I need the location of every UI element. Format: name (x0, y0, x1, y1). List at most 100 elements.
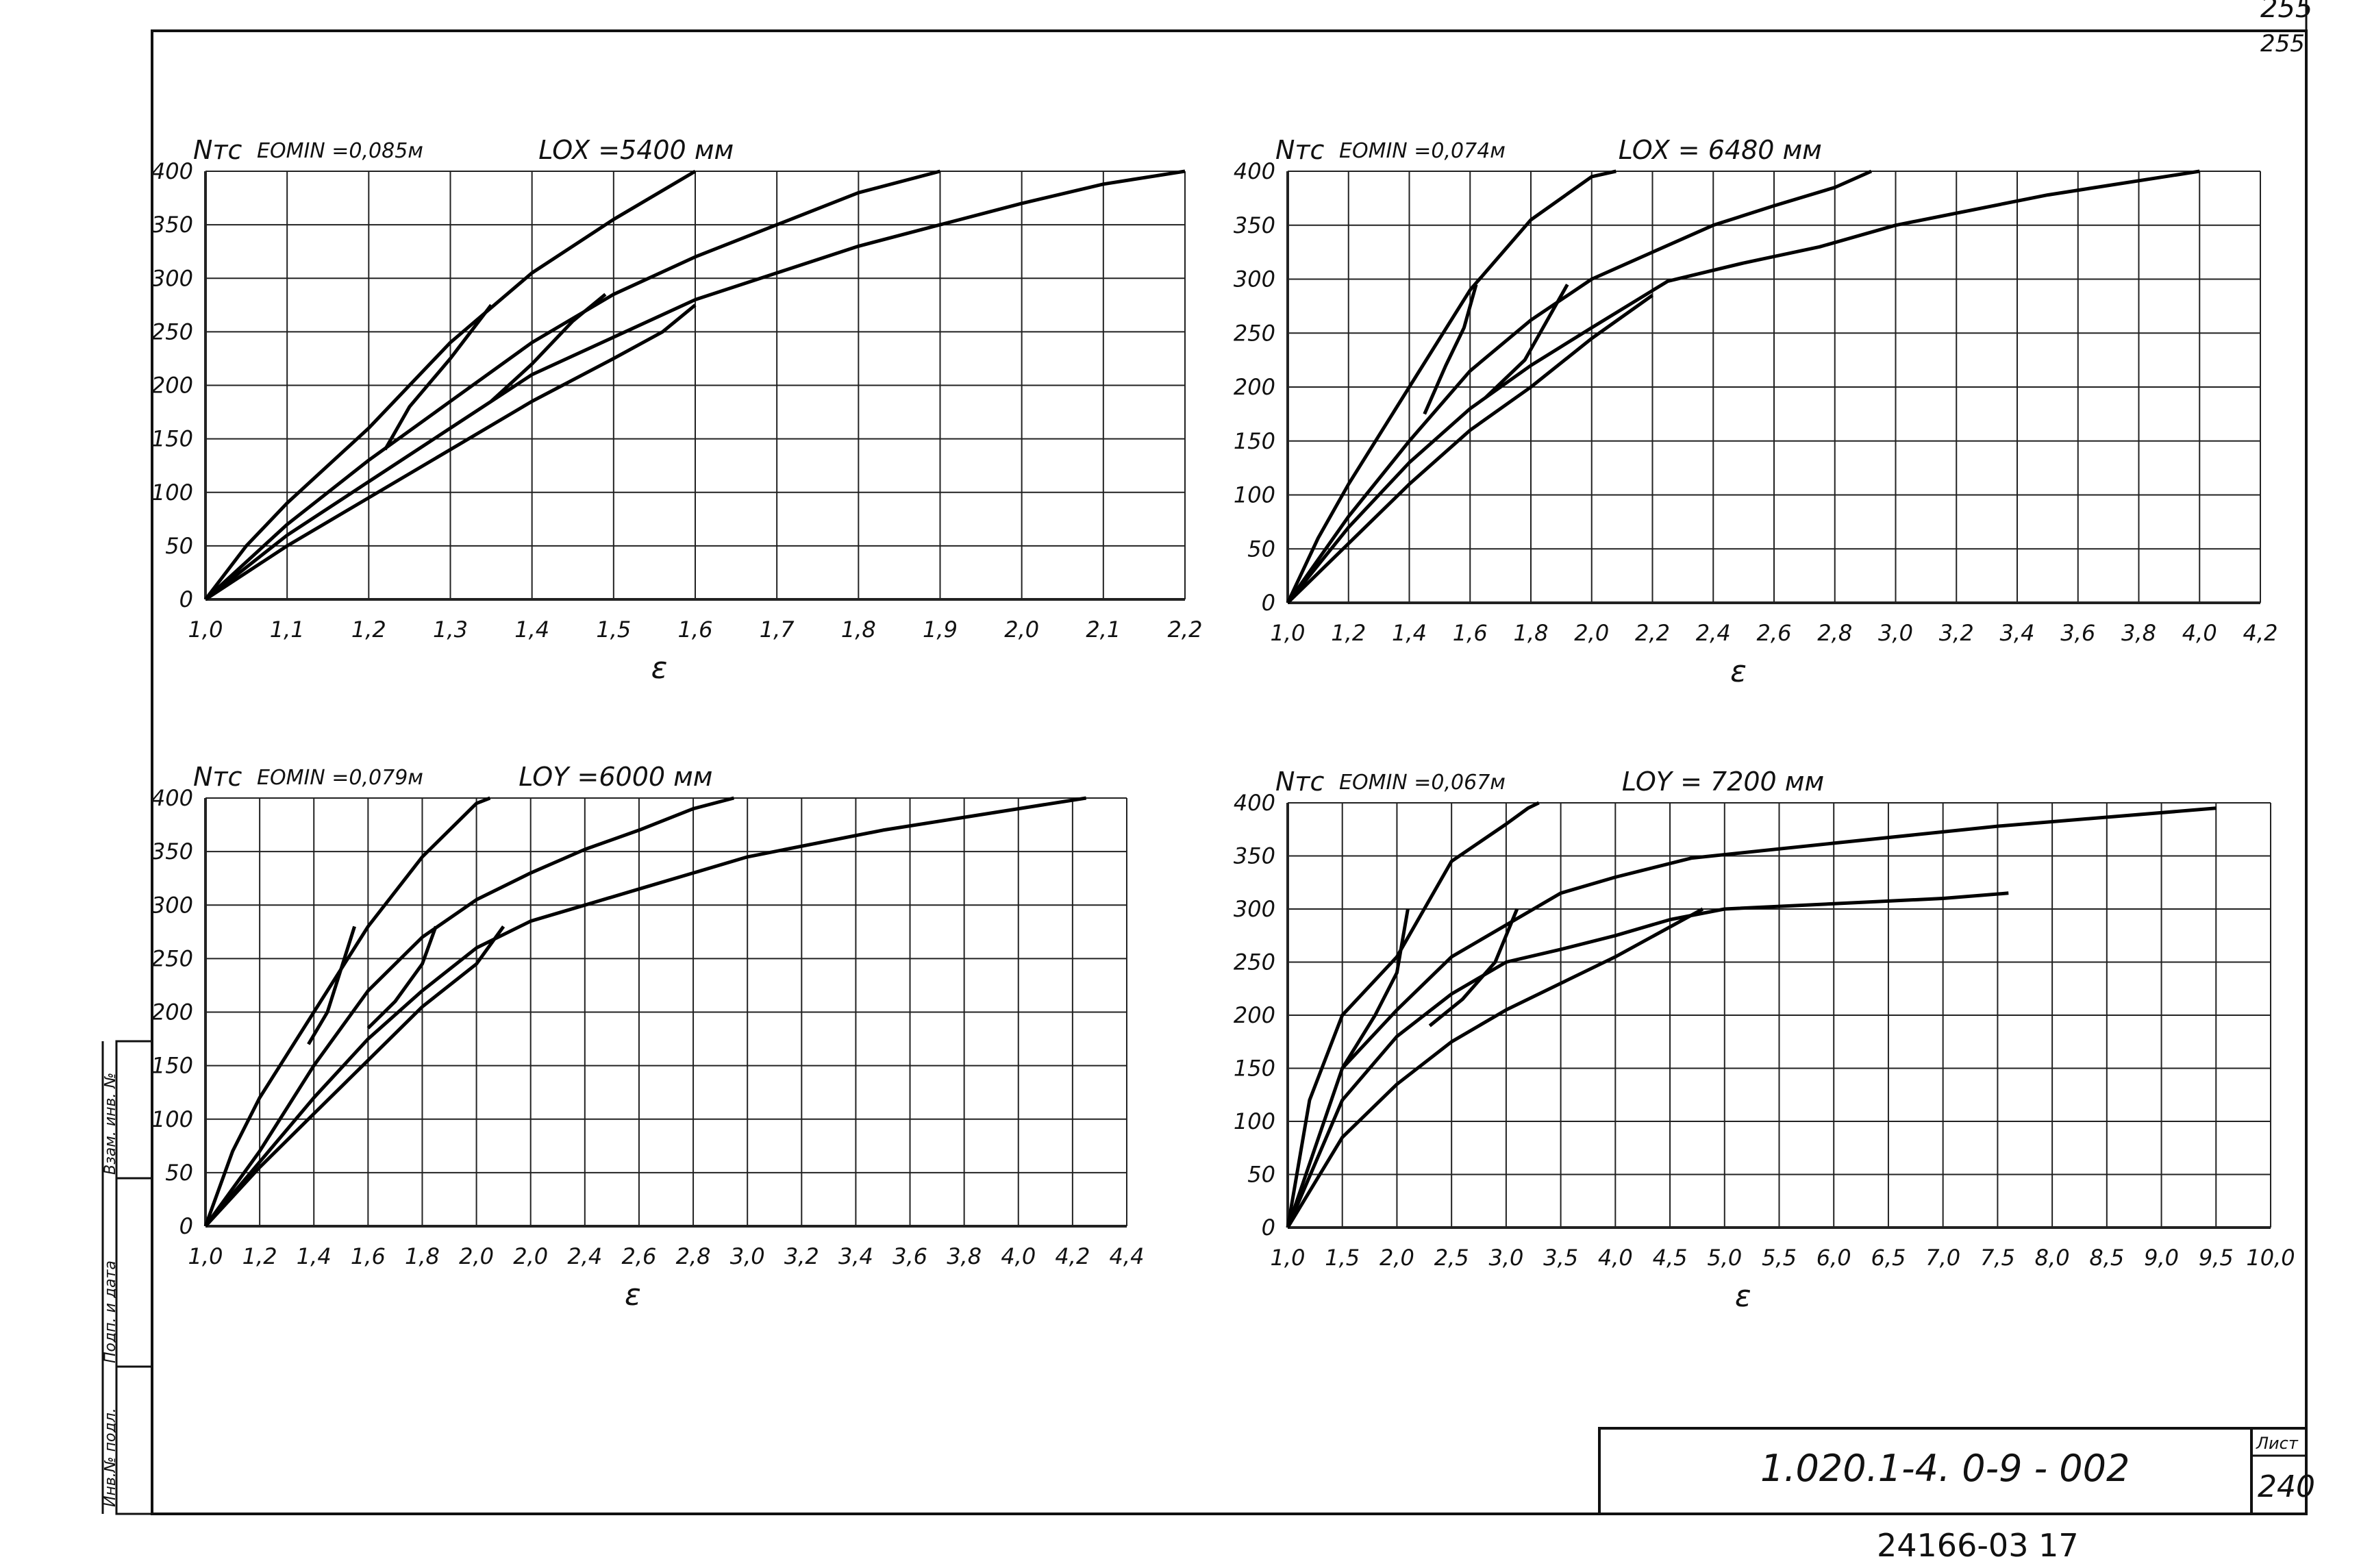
title-block-frame (1598, 1427, 2308, 1515)
sheet-frame (151, 29, 2308, 1515)
x-tick-label: 9,5 (2199, 1245, 2234, 1271)
x-tick-label: 2,6 (1757, 620, 1792, 646)
y-tick-label: 300 (1234, 896, 1275, 922)
y-tick-label: 250 (1234, 949, 1275, 975)
x-tick-label: 1,6 (351, 1243, 386, 1269)
x-tick-label: 3,4 (838, 1243, 873, 1269)
x-tick-label: 4,2 (2243, 620, 2278, 646)
y-tick-label: 100 (151, 480, 193, 506)
y-tick-label: 350 (151, 838, 193, 864)
x-tick-label: 2,0 (1004, 617, 1039, 643)
x-tick-label: 2,0 (459, 1243, 494, 1269)
x-tick-label: 4,0 (1001, 1243, 1036, 1269)
x-tick-label: 1,8 (405, 1243, 440, 1269)
y-tick-label: 300 (1234, 266, 1275, 293)
x-tick-label: 3,8 (2121, 620, 2156, 646)
y-tick-label: 400 (1234, 790, 1275, 816)
x-tick-label: 8,0 (2035, 1245, 2070, 1271)
chart-3: 1,0 1,2 1,4 1,6 1,8 2,0 2,0 2,4 2,6 2,8 3,0 3,2 3,4 3… (151, 762, 1145, 1312)
chart-annotation-eomin: EOMIN =0,074м (1339, 139, 1506, 163)
x-tick-label: 4,0 (1598, 1245, 1633, 1271)
x-tick-label: 3,8 (947, 1243, 982, 1269)
series-line (204, 169, 1186, 601)
y-tick-label: 200 (1234, 1002, 1275, 1028)
series-line (384, 303, 493, 451)
x-axis-label: ε (1735, 1279, 1751, 1314)
x-tick-label: 3,2 (1939, 620, 1974, 646)
y-tick-label: 0 (179, 586, 193, 612)
x-tick-label: 1,0 (1271, 1245, 1306, 1271)
title-block: Лист 240 1.020.1-4. 0-9 - 002 (1598, 1427, 2315, 1515)
x-tick-label: 1,0 (188, 1243, 223, 1269)
x-tick-label: 1,3 (433, 617, 468, 643)
x-tick-label: 8,5 (2089, 1245, 2124, 1271)
chart-annotation-eomin: EOMIN =0,067м (1339, 771, 1506, 795)
charts-layer: 1,0 1,1 1,2 1,3 1,4 1,5 1,6 1,7 1,8 1,9 2,0 2,1 2,2 0… (151, 135, 2295, 1314)
y-tick-label: 250 (151, 945, 193, 971)
x-tick-label: 1,0 (188, 617, 223, 643)
x-tick-label: 1,8 (841, 617, 876, 643)
x-tick-label: 7,0 (1925, 1245, 1960, 1271)
x-tick-label: 6,5 (1871, 1245, 1906, 1271)
series-line (1286, 891, 2009, 1228)
side-stamp: Инв.№ подл. Подп. и дата Взам. инв. № (101, 1040, 153, 1515)
y-axis-label: Nтс (1275, 767, 1325, 797)
chart-1: 1,0 1,1 1,2 1,3 1,4 1,5 1,6 1,7 1,8 1,9 2,0 2,1 2,2 0… (151, 135, 1203, 686)
x-tick-label: 2,1 (1086, 617, 1121, 643)
series-line (204, 925, 505, 1228)
x-tick-label: 4,5 (1653, 1245, 1688, 1271)
y-tick-label: 350 (1234, 843, 1275, 869)
corner-top-mark: 255 (2260, 0, 2312, 24)
y-tick-label: 150 (1234, 1056, 1275, 1082)
y-tick-label: 50 (1247, 1162, 1275, 1188)
x-tick-label: 3,4 (2000, 620, 2035, 646)
corner-sub-mark: 255 (2260, 30, 2305, 58)
x-axis-label: ε (1730, 654, 1747, 689)
series-line (307, 925, 356, 1045)
series-line (204, 169, 941, 601)
x-tick-label: 1,1 (270, 617, 305, 643)
x-tick-label: 2,8 (676, 1243, 711, 1269)
x-tick-label: 1,2 (242, 1243, 277, 1269)
y-tick-label: 400 (151, 785, 193, 811)
chart-annotation-length: LOX = 6480 мм (1619, 135, 1822, 165)
chart-annotation-length: LOY =6000 мм (519, 762, 712, 792)
y-tick-label: 200 (151, 373, 193, 399)
y-tick-label: 100 (151, 1106, 193, 1132)
y-tick-label: 250 (151, 319, 193, 345)
series-line (1286, 169, 1873, 604)
x-tick-label: 9,0 (2144, 1245, 2179, 1271)
y-tick-label: 50 (165, 1160, 193, 1186)
y-tick-label: 350 (151, 212, 193, 238)
series-line (366, 925, 438, 1030)
x-tick-label: 2,6 (621, 1243, 656, 1269)
x-tick-label: 1,2 (351, 617, 386, 643)
x-tick-label: 1,2 (1331, 620, 1366, 646)
series-line (1286, 294, 1653, 604)
x-tick-label: 1,6 (678, 617, 713, 643)
chart-annotation-length: LOY = 7200 мм (1622, 767, 1824, 797)
y-tick-label: 300 (151, 265, 193, 291)
x-axis-label: ε (651, 651, 668, 686)
x-tick-label: 3,0 (1488, 1245, 1523, 1271)
x-tick-label: 1,5 (596, 617, 631, 643)
y-tick-label: 150 (1234, 428, 1275, 454)
x-tick-label: 4,0 (2182, 620, 2217, 646)
series-line (1286, 169, 2200, 604)
series-line (1428, 908, 1519, 1028)
y-tick-label: 0 (179, 1213, 193, 1239)
y-tick-label: 150 (151, 426, 193, 452)
side-stamp-label: Взам. инв. № (102, 1073, 119, 1175)
x-tick-label: 4,4 (1110, 1243, 1145, 1269)
y-tick-label: 100 (1234, 1108, 1275, 1134)
y-tick-label: 300 (151, 892, 193, 918)
chart-2: 1,0 1,2 1,4 1,6 1,8 2,0 2,2 2,4 2,6 2,8 3,0 3,2 3,4 3… (1234, 135, 2278, 689)
x-tick-label: 5,0 (1707, 1245, 1742, 1271)
x-tick-label: 1,5 (1325, 1245, 1360, 1271)
chart-annotation-eomin: EOMIN =0,079м (257, 766, 423, 790)
x-tick-label: 1,9 (923, 617, 958, 643)
x-tick-label: 1,4 (297, 1243, 332, 1269)
x-tick-label: 1,4 (1392, 620, 1427, 646)
y-tick-label: 0 (1262, 590, 1275, 616)
